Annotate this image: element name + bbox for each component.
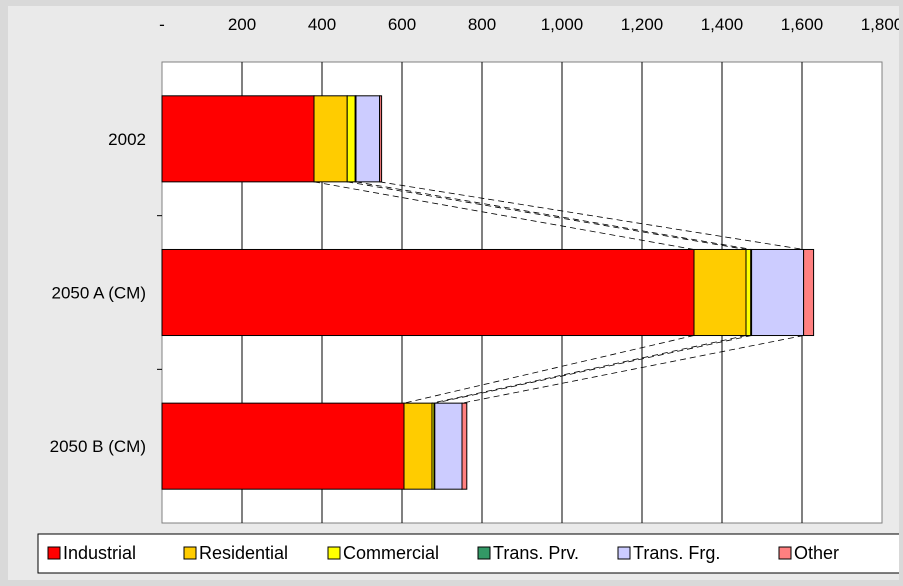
bars (161, 95, 815, 490)
connector-line (431, 335, 747, 404)
legend-box (37, 533, 899, 574)
x-tick-label: 400 (308, 15, 336, 34)
connector-line (434, 335, 752, 404)
bar-segment (346, 95, 356, 183)
legend-label: Residential (199, 543, 288, 563)
legend-swatch (47, 546, 61, 560)
bar-segment (379, 95, 383, 183)
legend-label: Other (794, 543, 839, 563)
stacked-bar-chart: - 200 400 600 800 1,000 1,200 1,400 1,600 1,800 2… (37, 15, 899, 574)
x-tick-label: - (159, 15, 165, 34)
bar-segment (461, 402, 468, 490)
x-tick-label: 1,000 (541, 15, 584, 34)
category-labels: 2002 2050 A (CM) 2050 B (CM) (50, 130, 146, 456)
connector-lines (313, 181, 804, 404)
bar-segment (803, 248, 815, 337)
bar-segment (745, 248, 752, 337)
connector-line (461, 335, 804, 404)
x-axis-ticks: - 200 400 600 800 1,000 1,200 1,400 1,600 1,800 (159, 15, 899, 34)
legend-label: Trans. Frg. (633, 543, 720, 563)
x-tick-label: 1,200 (621, 15, 664, 34)
x-tick-label: 800 (468, 15, 496, 34)
connector-line (347, 181, 747, 250)
bar-segment (313, 95, 348, 183)
legend-swatch (617, 546, 631, 560)
legend-swatch (183, 546, 197, 560)
legend-swatch (327, 546, 341, 560)
bar-segment (434, 402, 463, 490)
bar-segment (403, 402, 433, 490)
category-label: 2050 B (CM) (50, 437, 146, 456)
chart-frame: - 200 400 600 800 1,000 1,200 1,400 1,600 1,800 2… (8, 6, 899, 580)
category-label: 2002 (108, 130, 146, 149)
connector-line (379, 181, 804, 250)
legend-label: Trans. Prv. (493, 543, 579, 563)
legend-swatch (477, 546, 491, 560)
bar-segment (693, 248, 747, 337)
x-tick-label: 1,600 (781, 15, 824, 34)
bar-segment (161, 402, 405, 490)
legend-label: Commercial (343, 543, 439, 563)
connector-line (313, 181, 695, 250)
legend-swatch (778, 546, 792, 560)
legend: Industrial Residential Commercial Trans. Pr… (47, 543, 839, 563)
y-axis-ticks (157, 215, 162, 370)
bar-segment (751, 248, 805, 337)
x-tick-label: 200 (228, 15, 256, 34)
x-tick-label: 1,400 (701, 15, 744, 34)
connector-line (355, 181, 752, 250)
category-label: 2050 A (CM) (52, 284, 147, 303)
x-tick-label: 600 (388, 15, 416, 34)
bar-segment (161, 248, 695, 337)
bar-segment (161, 95, 315, 183)
legend-label: Industrial (63, 543, 136, 563)
x-tick-label: 1,800 (861, 15, 899, 34)
bar-segment (355, 95, 381, 183)
